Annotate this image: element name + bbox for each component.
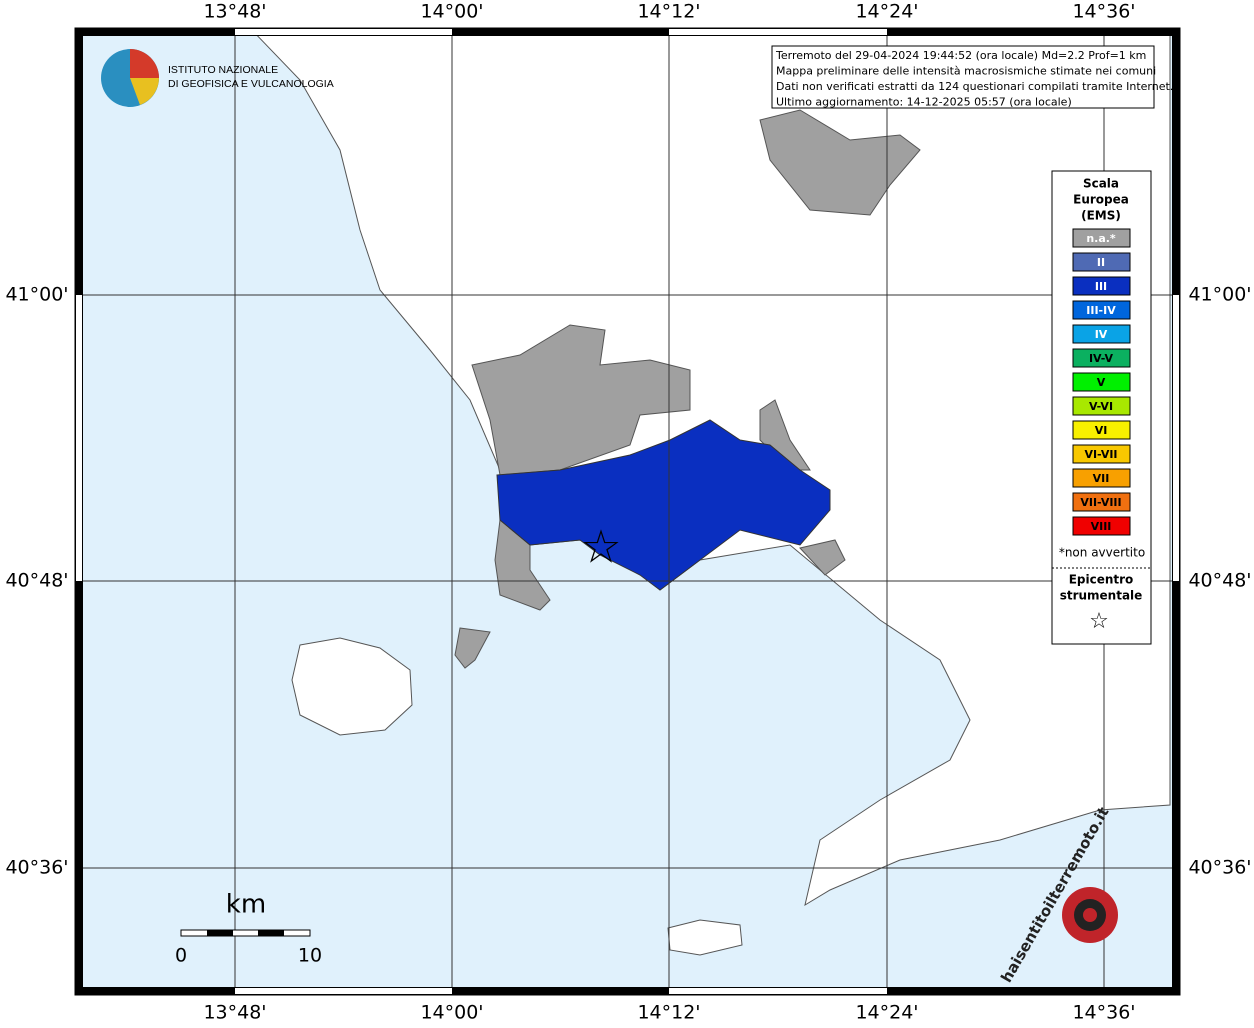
legend-label: VI — [1095, 424, 1108, 437]
legend-label: VI-VII — [1084, 448, 1117, 461]
lon-label: 13°48' — [203, 1002, 266, 1024]
legend-note: *non avvertito — [1059, 546, 1145, 560]
lat-label: 40°48' — [1188, 570, 1251, 592]
lat-label: 40°36' — [1188, 857, 1251, 879]
legend-star: ☆ — [1089, 609, 1109, 634]
legend-swatch — [1072, 444, 1131, 464]
legend-title: Europea — [1073, 193, 1129, 207]
info-line: Mappa preliminare delle intensità macros… — [776, 65, 1156, 78]
frame-bar-white — [669, 988, 887, 994]
lon-label: 14°12' — [637, 1002, 700, 1024]
logo — [101, 49, 159, 107]
legend-label: IV-V — [1089, 352, 1114, 365]
logo-text: ISTITUTO NAZIONALE — [168, 64, 278, 76]
epicenter: ☆ — [580, 520, 621, 574]
frame-bar-white — [235, 988, 452, 994]
legend-swatch — [1072, 300, 1131, 320]
legend-title: Scala — [1083, 177, 1119, 191]
lat-label: 40°36' — [5, 857, 68, 879]
logo-segment — [130, 78, 159, 105]
comuni-iii — [496, 419, 831, 591]
frame-bar — [75, 987, 1180, 995]
comuni-na — [494, 519, 551, 611]
legend-swatch — [1072, 492, 1131, 512]
lat-label: 40°48' — [5, 570, 68, 592]
lon-label: 14°36' — [1072, 1002, 1135, 1024]
legend-swatch — [1072, 228, 1131, 248]
legend-epicenter: Epicentro — [1069, 573, 1134, 587]
info-box — [771, 45, 1155, 109]
comuni-na — [759, 109, 921, 216]
ischia — [291, 637, 413, 736]
scale-unit: km — [226, 890, 266, 920]
info-line: Dati non verificati estratti da 124 ques… — [776, 80, 1173, 93]
scale-bar — [180, 929, 311, 937]
lat-label: 41°00' — [5, 284, 68, 306]
legend-swatch — [1072, 372, 1131, 392]
legend-swatch — [1072, 420, 1131, 440]
legend-label: V-VI — [1089, 400, 1113, 413]
legend-label: II — [1097, 256, 1105, 269]
legend-swatch — [1072, 396, 1131, 416]
legend-label: VII-VIII — [1080, 496, 1121, 509]
legend-swatch — [1072, 276, 1131, 296]
legend-label: n.a.* — [1086, 232, 1116, 245]
procida — [454, 627, 491, 669]
lon-label: 14°12' — [637, 1, 700, 23]
lon-label: 14°24' — [855, 1002, 918, 1024]
lon-label: 14°24' — [855, 1, 918, 23]
lon-label: 14°36' — [1072, 1, 1135, 23]
legend-swatch — [1072, 468, 1131, 488]
logo-segment — [130, 49, 159, 78]
capri — [667, 919, 743, 956]
legend-label: VII — [1093, 472, 1110, 485]
legend-label: IV — [1095, 328, 1108, 341]
legend-label: V — [1097, 376, 1106, 389]
comuni-na — [799, 539, 846, 576]
lon-label: 13°48' — [203, 1, 266, 23]
scale-tick: 10 — [298, 945, 322, 967]
logo-text: DI GEOFISICA E VULCANOLOGIA — [168, 78, 334, 90]
frame-bar-white — [669, 29, 887, 35]
legend-epicenter: strumentale — [1060, 589, 1143, 603]
legend-swatch — [1072, 516, 1131, 536]
legend-label: VIII — [1091, 520, 1112, 533]
lat-label: 41°00' — [1188, 284, 1251, 306]
scale-tick: 0 — [175, 945, 187, 967]
legend-title: (EMS) — [1081, 209, 1121, 223]
lon-label: 14°00' — [420, 1002, 483, 1024]
frame-bar-white — [76, 295, 82, 581]
info-line: Ultimo aggiornamento: 14-12-2025 05:57 (… — [776, 96, 1072, 109]
info-line: Terremoto del 29-04-2024 19:44:52 (ora l… — [775, 49, 1146, 62]
frame-bar-white — [1173, 295, 1179, 581]
legend-swatch — [1072, 252, 1131, 272]
legend-swatch — [1072, 348, 1131, 368]
legend-label: III-IV — [1086, 304, 1116, 317]
watermark-icon — [1083, 908, 1097, 922]
lon-label: 14°00' — [420, 1, 483, 23]
legend-label: III — [1095, 280, 1107, 293]
frame-bar-white — [235, 29, 452, 35]
legend-swatch — [1072, 324, 1131, 344]
frame-bar — [75, 28, 1180, 36]
